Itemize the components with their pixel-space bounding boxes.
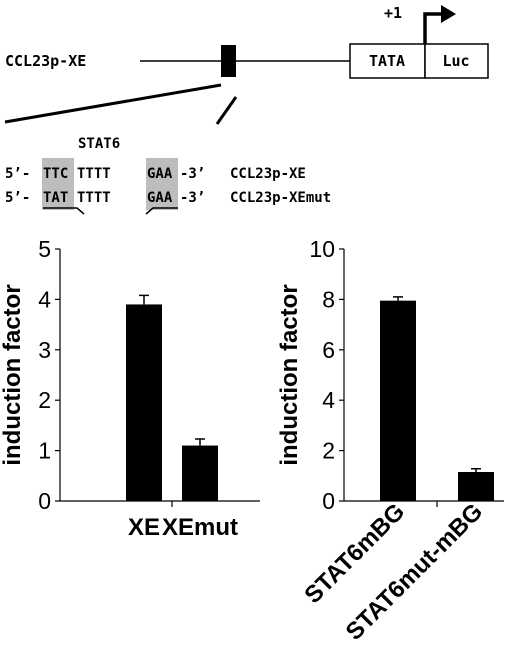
seq-wt-suffix: -3’	[180, 166, 205, 182]
chart-1-y-tick-label: 6	[322, 337, 335, 363]
chart-1-bar-1	[458, 472, 494, 501]
seq-mut-box2: GAA	[147, 190, 173, 206]
highlight-box-1	[42, 158, 74, 210]
promoter-diagram: CCL23p-XE TATA Luc +1	[4, 4, 489, 125]
seq-mut-box1: TAT	[43, 190, 68, 206]
seq-wt-box2: GAA	[147, 166, 173, 182]
zoom-line-right	[215, 96, 238, 125]
chart-0-bar-0	[126, 304, 162, 501]
half-site-arrow-left-icon	[43, 207, 85, 215]
seq-mut-mid: TTTT	[77, 190, 111, 206]
seq-wt-name: CCL23p-XE	[230, 166, 306, 182]
seq-mut-prefix: 5’-	[5, 190, 30, 206]
luc-label: Luc	[442, 52, 469, 70]
chart-stat6-y-label: induction factor	[276, 284, 303, 465]
tss-arrow-icon	[423, 12, 442, 44]
chart-1-y-tick-label: 10	[309, 236, 335, 262]
seq-wt-prefix: 5’-	[5, 166, 30, 182]
seq-mut-name: CCL23p-XEmut	[230, 190, 331, 206]
chart-1-bar-0	[380, 300, 416, 501]
seq-mut-suffix: -3’	[180, 190, 205, 206]
seq-wt-box1: TTC	[43, 166, 68, 182]
chart-0-bar-1	[182, 445, 218, 501]
chart-0-y-tick-label: 0	[38, 488, 51, 514]
tata-label: TATA	[369, 52, 405, 70]
highlight-box-2	[146, 158, 178, 210]
chart-1-y-tick-label: 0	[322, 488, 335, 514]
chart-xe: 0 1 2 3 4 5 XE XEmut induction factor	[0, 236, 260, 541]
plus-one-label: +1	[384, 4, 402, 22]
chart-0-category-label-0: XE	[128, 514, 160, 541]
chart-0-y-tick-label: 1	[38, 438, 51, 464]
chart-1-y-tick-label: 2	[322, 438, 335, 464]
chart-1-y-tick-label: 4	[322, 387, 335, 413]
chart-1-category-label-1: STAT6mut-mBG	[341, 498, 489, 646]
chart-0-y-tick-label: 4	[38, 286, 51, 312]
chart-0-y-tick-label: 3	[38, 337, 51, 363]
chart-0-category-label-1: XEmut	[162, 514, 238, 541]
chart-xe-y-label: induction factor	[0, 284, 26, 465]
stat6-label: STAT6	[78, 136, 120, 152]
chart-1-y-tick-label: 8	[322, 286, 335, 312]
sequence-wt: 5’- TTC TTTT GAA -3’ CCL23p-XE	[5, 166, 306, 182]
luc-box	[424, 43, 489, 79]
zoom-line-left	[4, 83, 222, 124]
seq-wt-mid: TTTT	[77, 166, 111, 182]
chart-0-y-tick-label: 2	[38, 387, 51, 413]
half-site-arrow-right-icon	[145, 207, 178, 215]
sequence-panel: STAT6 5’- TTC TTTT GAA -3’ CCL23p-XE 5’-…	[5, 136, 331, 215]
tss-arrow-head-icon	[441, 5, 456, 23]
construct-label: CCL23p-XE	[5, 52, 86, 70]
xe-element	[221, 45, 236, 77]
sequence-mut: 5’- TAT TTTT GAA -3’ CCL23p-XEmut	[5, 190, 331, 206]
chart-0-y-tick-label: 5	[38, 236, 51, 262]
